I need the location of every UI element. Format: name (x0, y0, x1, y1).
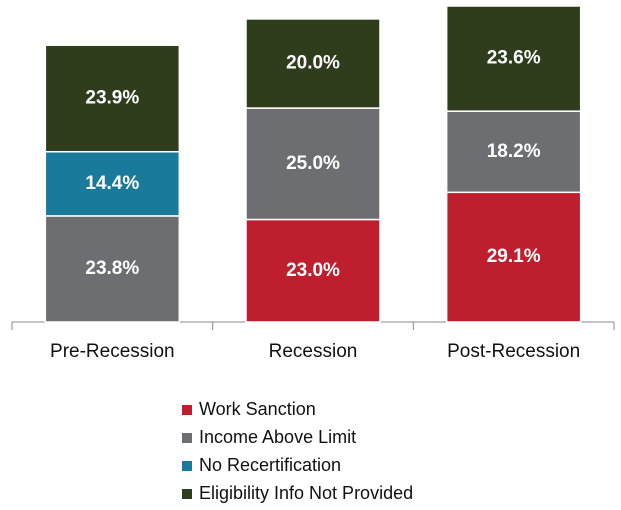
x-tick-label: Pre-Recession (50, 341, 175, 362)
data-label: 25.0% (286, 153, 340, 174)
data-label: 29.1% (487, 246, 541, 267)
data-label: 18.2% (487, 141, 541, 162)
bar-segment (445, 110, 582, 194)
bar-segment (44, 44, 181, 153)
data-label: 14.4% (85, 173, 139, 194)
x-tick-label: Post-Recession (447, 341, 580, 362)
bar-segment (445, 5, 582, 112)
data-label: 23.9% (85, 87, 139, 108)
bar-segment (445, 191, 582, 323)
bar-segment (245, 18, 381, 109)
legend-label: No Recertification (199, 455, 341, 475)
bar-segment (44, 215, 181, 323)
data-label: 23.8% (85, 258, 139, 279)
data-label: 23.0% (286, 260, 340, 281)
legend-swatch (182, 461, 192, 471)
legend-label: Income Above Limit (199, 427, 356, 447)
legend-swatch (182, 433, 192, 443)
legend-swatch (182, 405, 192, 415)
legend-swatch (182, 489, 192, 499)
bar-segment (44, 150, 181, 217)
legend-label: Eligibility Info Not Provided (199, 483, 413, 503)
x-tick-label: Recession (269, 341, 358, 362)
data-label: 23.6% (487, 48, 541, 69)
legend-label: Work Sanction (199, 399, 316, 419)
data-label: 20.0% (286, 53, 340, 74)
